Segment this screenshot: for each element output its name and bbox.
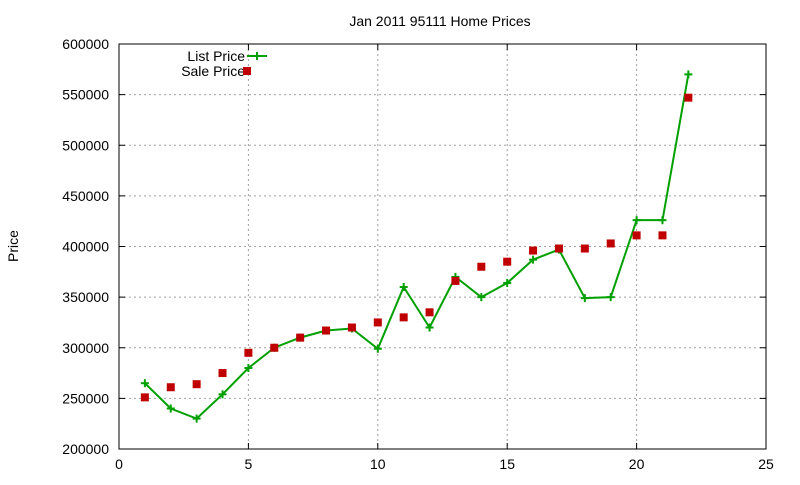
sale-price-point: [503, 257, 512, 266]
sale-price-point: [658, 231, 667, 240]
sale-price-point: [399, 313, 408, 322]
list-price-point: [658, 216, 667, 225]
sale-price-point: [632, 231, 641, 240]
sale-price-point: [425, 308, 434, 317]
series-layer: [140, 70, 693, 423]
legend-swatch-square: [243, 67, 251, 75]
list-price-point: [580, 294, 589, 303]
sale-price-point: [554, 244, 563, 253]
list-price-line: [144, 74, 690, 420]
list-price-point: [606, 293, 615, 302]
series-sale-price: [140, 93, 693, 402]
list-price-point: [529, 255, 538, 264]
y-tick-label: 300000: [62, 340, 109, 356]
y-tick-label: 250000: [62, 390, 109, 406]
sale-price-point: [580, 244, 589, 253]
y-tick-label: 200000: [62, 441, 109, 457]
sale-price-point: [606, 239, 615, 248]
x-tick-label: 20: [629, 456, 645, 472]
y-tick-label: 450000: [62, 188, 109, 204]
sale-price-point: [373, 318, 382, 327]
list-price-point: [684, 70, 693, 79]
sale-price-point: [347, 323, 356, 332]
list-price-point: [503, 278, 512, 287]
axis-ticks: 0 5 10 15 20 25 200000 250000 300000 350000 400000…: [62, 36, 774, 472]
plot-frame: [118, 43, 767, 450]
sale-price-point: [529, 246, 538, 255]
y-tick-label: 600000: [62, 36, 109, 52]
y-axis-label: Price: [5, 230, 21, 262]
y-tick-label: 350000: [62, 289, 109, 305]
list-price-point: [425, 323, 434, 332]
sale-price-point: [244, 348, 253, 357]
sale-price-point: [322, 326, 331, 335]
sale-price-point: [451, 276, 460, 285]
sale-price-point: [684, 93, 693, 102]
x-tick-label: 10: [370, 456, 386, 472]
sale-price-point: [270, 343, 279, 352]
x-tick-label: 15: [499, 456, 515, 472]
x-tick-label: 5: [245, 456, 253, 472]
x-tick-label: 0: [115, 456, 123, 472]
y-tick-label: 400000: [62, 239, 109, 255]
list-price-point: [244, 364, 253, 372]
sale-price-point: [218, 369, 227, 378]
legend-label: Sale Price: [181, 63, 245, 79]
x-tick-label: 25: [758, 456, 774, 472]
list-price-point: [477, 293, 486, 302]
y-tick-label: 500000: [62, 137, 109, 153]
list-price-point: [166, 404, 175, 413]
y-tick-label: 550000: [62, 87, 109, 103]
sale-price-point: [296, 333, 305, 342]
list-price-point: [192, 414, 201, 423]
sale-price-point: [166, 383, 175, 392]
list-price-point: [218, 390, 227, 399]
list-price-point: [140, 379, 149, 388]
grid: [119, 44, 766, 449]
sale-price-point: [192, 380, 201, 389]
list-price-point: [399, 283, 408, 291]
sale-price-point: [477, 262, 486, 271]
list-price-point: [632, 216, 641, 225]
legend-label: List Price: [187, 48, 245, 64]
list-price-point: [373, 344, 382, 353]
sale-price-point: [140, 393, 149, 402]
chart-title: Jan 2011 95111 Home Prices: [349, 13, 530, 29]
